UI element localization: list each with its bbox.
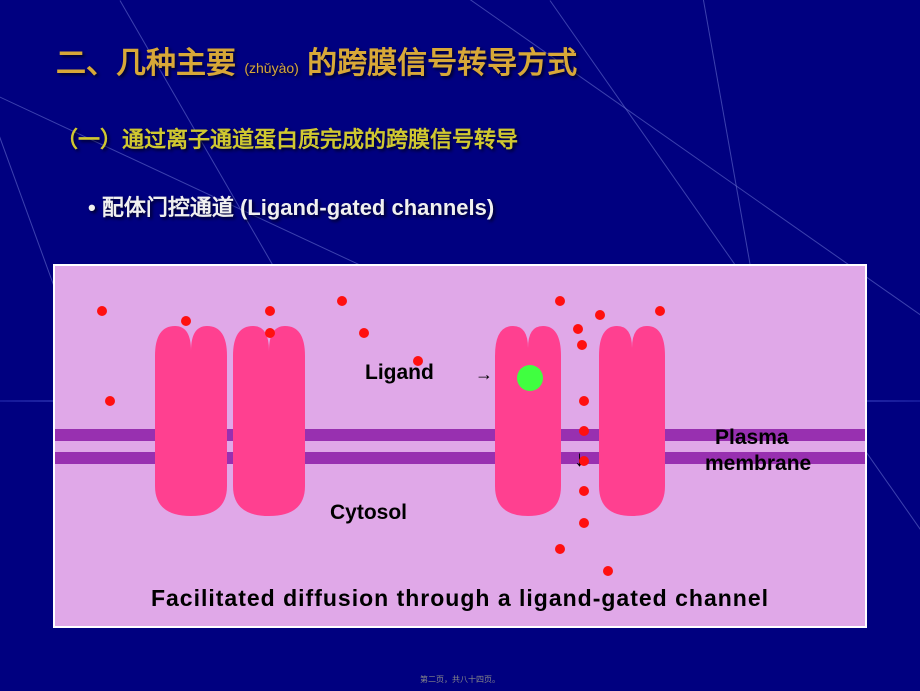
cytosol-label: Cytosol [330,501,407,525]
ion [105,396,115,406]
ion [573,324,583,334]
ligand-gated-channel-diagram: Ligand → ↓ Cytosol Plasma membrane Facil… [53,264,867,628]
ion [265,328,275,338]
ion [655,306,665,316]
bullet-item: • 配体门控通道 (Ligand-gated channels) [88,190,494,222]
channel-protein-open-right [599,326,665,516]
ion [413,356,423,366]
ion [181,316,191,326]
ligand-arrow-icon: → [475,364,493,385]
item-text: 配体门控通道 (Ligand-gated channels) [102,195,494,220]
page-footer: 第二页，共八十四页。 [0,674,920,685]
ion [579,426,589,436]
main-title: 二、几种主要 (zhǔyào) 的跨膜信号转导方式 [56,38,577,82]
ion [579,518,589,528]
ion [265,306,275,316]
ion [603,566,613,576]
ion [579,486,589,496]
channel-protein-closed-right [233,326,305,516]
ion [555,544,565,554]
ion [555,296,565,306]
ion [595,310,605,320]
ligand-molecule [517,365,543,391]
plasma-membrane-label-2: membrane [705,452,811,476]
ion [579,396,589,406]
ion [577,340,587,350]
title-part2: 的跨膜信号转导方式 [307,47,577,80]
section-subtitle: （一）通过离子通道蛋白质完成的跨膜信号转导 [56,122,518,154]
ion [97,306,107,316]
channel-protein-closed-left [155,326,227,516]
title-part1: 二、几种主要 [56,47,236,80]
title-pinyin: (zhǔyào) [244,60,298,76]
bullet: • [88,195,96,220]
diagram-caption: Facilitated diffusion through a ligand-g… [55,585,865,612]
plasma-membrane-label-1: Plasma [715,426,789,450]
ligand-label: Ligand [365,361,434,385]
ion [359,328,369,338]
ion [337,296,347,306]
channel-protein-open-left [495,326,561,516]
ion [579,456,589,466]
